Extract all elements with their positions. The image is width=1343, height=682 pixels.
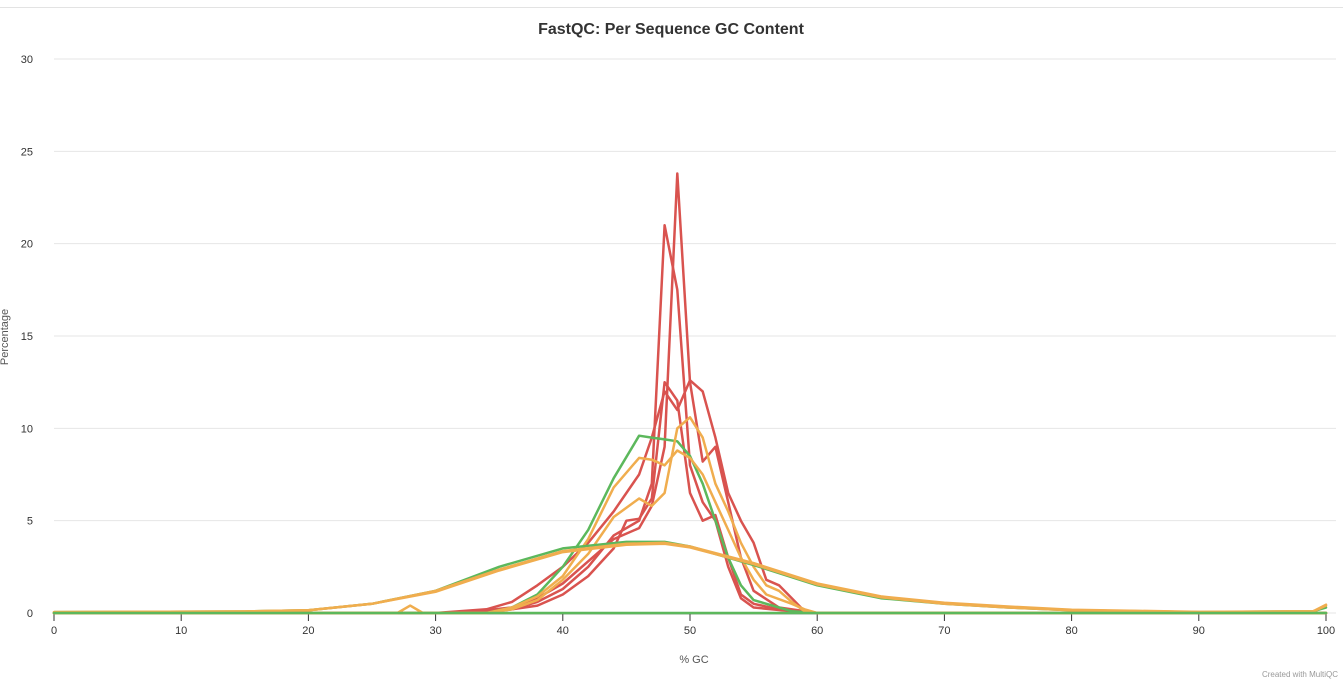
series-line-warn-5[interactable] xyxy=(52,449,1328,615)
y-tick-label: 20 xyxy=(21,239,33,251)
y-tick-label: 10 xyxy=(21,423,33,435)
y-axis-ticks: 0 5 10 15 20 25 30 xyxy=(21,54,33,620)
series-line-fail-1[interactable] xyxy=(52,223,1328,615)
x-tick-label: 90 xyxy=(1193,625,1205,637)
series-line-fail-0[interactable] xyxy=(52,380,1328,615)
chart-title: FastQC: Per Sequence GC Content xyxy=(538,21,804,38)
x-tick-label: 40 xyxy=(557,625,569,637)
series-line-pass-4[interactable] xyxy=(52,434,1328,615)
x-tick-label: 0 xyxy=(51,625,57,637)
top-divider xyxy=(0,7,1343,8)
y-axis-label: Percentage xyxy=(0,309,11,365)
x-tick-label: 10 xyxy=(175,625,187,637)
x-tick-label: 60 xyxy=(811,625,823,637)
series-lines xyxy=(52,172,1328,615)
y-tick-label: 0 xyxy=(27,608,33,620)
x-tick-label: 50 xyxy=(684,625,696,637)
series-line-fail-3[interactable] xyxy=(52,379,1328,615)
grid-lines xyxy=(54,58,1336,614)
y-tick-label: 5 xyxy=(27,516,33,528)
series-line-warn-6[interactable] xyxy=(52,416,1328,615)
y-tick-label: 30 xyxy=(21,54,33,66)
x-tick-label: 100 xyxy=(1317,625,1335,637)
x-axis: 0 10 20 30 40 50 60 70 80 90 100 xyxy=(51,612,1335,637)
series-line-pass-7[interactable] xyxy=(52,540,1328,614)
x-tick-label: 30 xyxy=(429,625,441,637)
x-axis-label: % GC xyxy=(679,654,708,666)
x-tick-label: 70 xyxy=(938,625,950,637)
y-tick-label: 25 xyxy=(21,146,33,158)
x-tick-label: 20 xyxy=(302,625,314,637)
series-line-warn-8[interactable] xyxy=(52,541,1328,614)
series-line-warn-9[interactable] xyxy=(52,542,1328,614)
y-tick-label: 15 xyxy=(21,331,33,343)
credit-text: Created with MultiQC xyxy=(1262,670,1338,679)
x-tick-label: 80 xyxy=(1065,625,1077,637)
